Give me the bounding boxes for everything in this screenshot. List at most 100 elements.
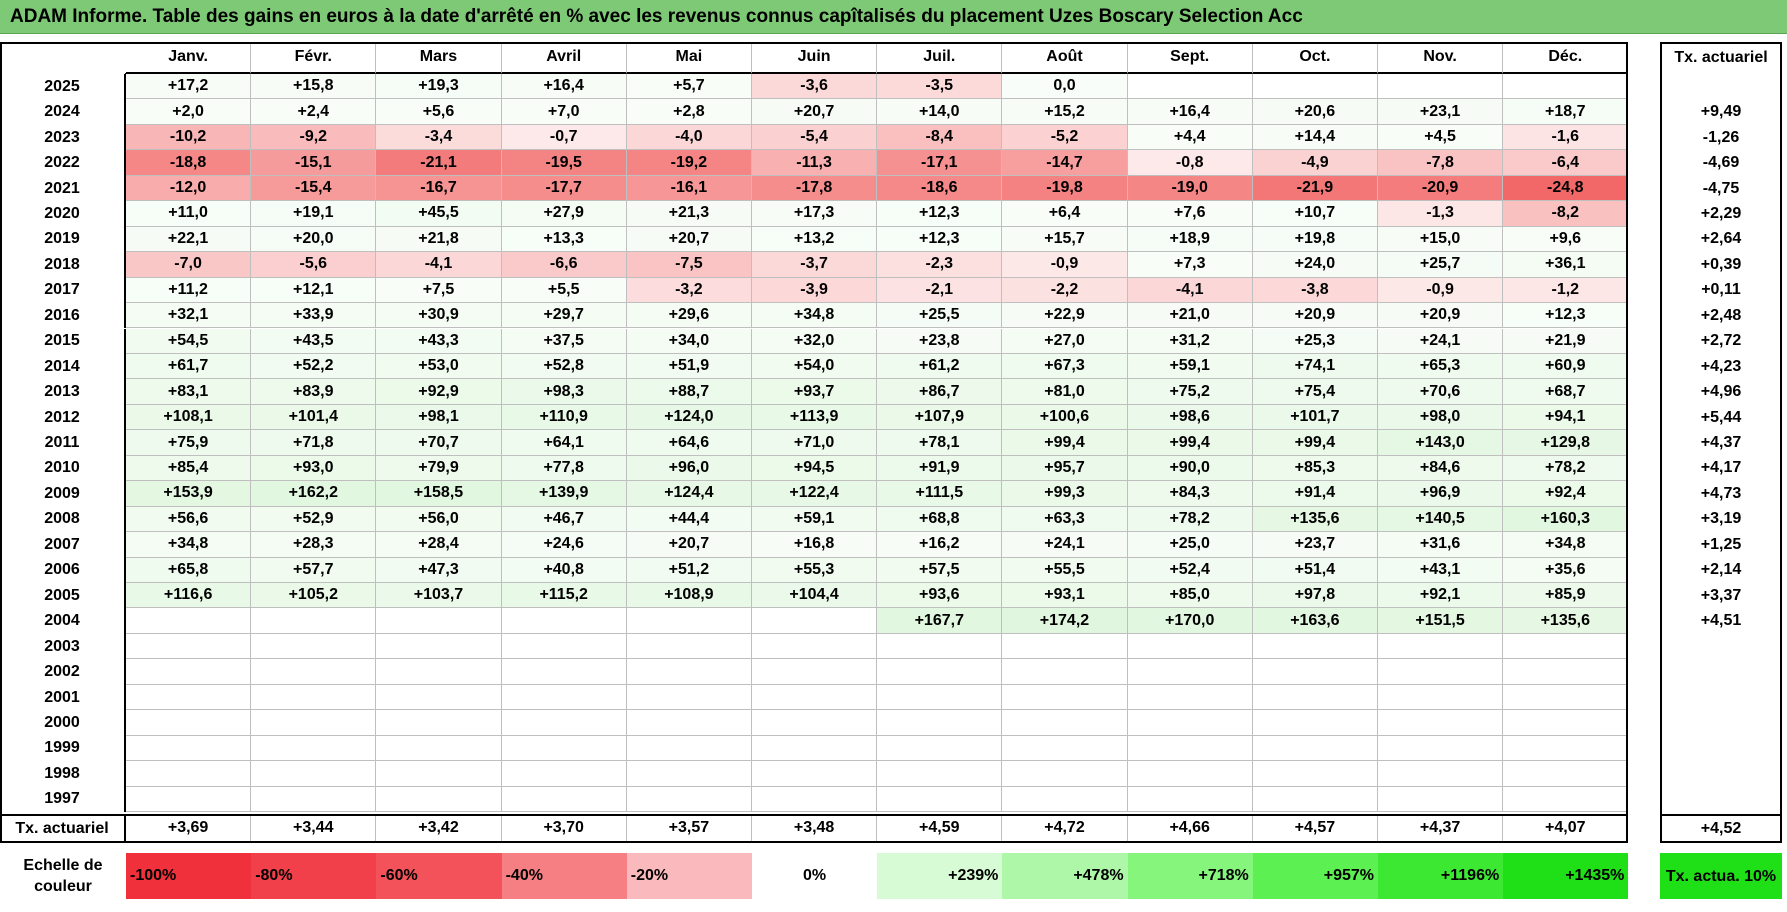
- tx-actuariel-cell: [1660, 735, 1782, 762]
- value-cell: +84,3: [1127, 481, 1253, 507]
- value-cell: +167,7: [877, 608, 1003, 634]
- value-cell: +93,7: [752, 379, 878, 405]
- value-cell: +91,4: [1252, 481, 1378, 507]
- value-cell: [1252, 659, 1378, 685]
- value-cell: +98,1: [376, 404, 502, 431]
- value-cell: -2,2: [1002, 277, 1128, 304]
- value-cell: [126, 659, 252, 685]
- year-label: 2011: [0, 430, 126, 456]
- value-cell: +52,9: [251, 506, 377, 533]
- value-cell: +94,5: [752, 455, 878, 482]
- value-cell: [251, 608, 377, 634]
- value-cell: [376, 761, 502, 787]
- value-cell: +13,2: [752, 226, 878, 253]
- tx-actuariel-cell: -4,69: [1660, 150, 1782, 176]
- value-cell: +10,7: [1252, 201, 1378, 227]
- month-header-9: Sept.: [1127, 42, 1253, 74]
- value-cell: +19,3: [376, 74, 502, 100]
- value-cell: [126, 735, 252, 762]
- value-cell: +96,9: [1378, 481, 1504, 507]
- value-cell: +160,3: [1503, 506, 1629, 533]
- value-cell: +93,0: [251, 455, 377, 482]
- value-cell: +83,9: [251, 379, 377, 405]
- value-cell: +139,9: [501, 481, 627, 507]
- value-cell: [251, 684, 377, 711]
- value-cell: +124,4: [626, 481, 752, 507]
- value-cell: +34,0: [626, 328, 752, 354]
- value-cell: [1252, 735, 1378, 762]
- value-cell: +163,6: [1252, 608, 1378, 634]
- value-cell: [501, 786, 627, 813]
- value-cell: [877, 684, 1003, 711]
- value-cell: +31,6: [1378, 532, 1504, 558]
- value-cell: +81,0: [1002, 379, 1128, 405]
- value-cell: +43,1: [1378, 557, 1504, 583]
- value-cell: [126, 710, 252, 736]
- month-header-11: Nov.: [1378, 42, 1504, 74]
- value-cell: -20,9: [1378, 175, 1504, 202]
- value-cell: [1378, 735, 1504, 762]
- tx-actuariel-cell: +9,49: [1660, 99, 1782, 125]
- value-cell: +103,7: [376, 583, 502, 609]
- value-cell: +30,9: [376, 303, 502, 329]
- value-cell: [626, 633, 752, 660]
- value-cell: +59,1: [1127, 353, 1253, 380]
- value-cell: +16,4: [501, 74, 627, 100]
- value-cell: [1503, 684, 1629, 711]
- value-cell: +93,6: [877, 583, 1003, 609]
- value-cell: +107,9: [877, 404, 1003, 431]
- month-header-10: Oct.: [1252, 42, 1378, 74]
- value-cell: [1252, 786, 1378, 813]
- tx-actuariel-cell: +2,29: [1660, 201, 1782, 227]
- value-cell: +101,4: [251, 404, 377, 431]
- value-cell: [752, 684, 878, 711]
- value-cell: +25,0: [1127, 532, 1253, 558]
- footer-value: +4,57: [1252, 814, 1378, 844]
- value-cell: [1378, 710, 1504, 736]
- year-label: 2009: [0, 481, 126, 507]
- value-cell: [1127, 74, 1253, 100]
- year-label: 2018: [0, 252, 126, 278]
- value-cell: +7,5: [376, 277, 502, 304]
- value-cell: [1002, 684, 1128, 711]
- value-cell: [376, 735, 502, 762]
- tx-actuariel-cell: +2,64: [1660, 226, 1782, 253]
- value-cell: [1127, 659, 1253, 685]
- value-cell: +64,6: [626, 430, 752, 456]
- value-cell: [1378, 684, 1504, 711]
- value-cell: +65,3: [1378, 353, 1504, 380]
- value-cell: [251, 710, 377, 736]
- value-cell: -1,3: [1378, 201, 1504, 227]
- value-cell: +99,3: [1002, 481, 1128, 507]
- color-scale-swatch: -60%: [376, 853, 502, 900]
- value-cell: [1378, 786, 1504, 813]
- year-label: 2022: [0, 150, 126, 176]
- tx-actuariel-cell: +4,96: [1660, 379, 1782, 405]
- value-cell: [1503, 761, 1629, 787]
- value-cell: [1002, 633, 1128, 660]
- value-cell: +25,5: [877, 303, 1003, 329]
- value-cell: [501, 684, 627, 711]
- value-cell: +52,8: [501, 353, 627, 380]
- footer-value: +3,57: [626, 814, 752, 844]
- value-cell: [251, 761, 377, 787]
- value-cell: [1127, 710, 1253, 736]
- footer-value: +3,70: [501, 814, 627, 844]
- year-label: 2003: [0, 633, 126, 660]
- value-cell: -2,1: [877, 277, 1003, 304]
- year-label: 2000: [0, 710, 126, 736]
- tx-actuariel-cell: +4,73: [1660, 481, 1782, 507]
- value-cell: +47,3: [376, 557, 502, 583]
- value-cell: +2,0: [126, 99, 252, 125]
- year-label: 2016: [0, 303, 126, 329]
- value-cell: +25,7: [1378, 252, 1504, 278]
- value-cell: -3,8: [1252, 277, 1378, 304]
- value-cell: -0,9: [1002, 252, 1128, 278]
- tx-actuariel-cell: [1660, 684, 1782, 711]
- value-cell: [1503, 659, 1629, 685]
- value-cell: +115,2: [501, 583, 627, 609]
- month-header-7: Juil.: [877, 42, 1003, 74]
- value-cell: +45,5: [376, 201, 502, 227]
- value-cell: +108,1: [126, 404, 252, 431]
